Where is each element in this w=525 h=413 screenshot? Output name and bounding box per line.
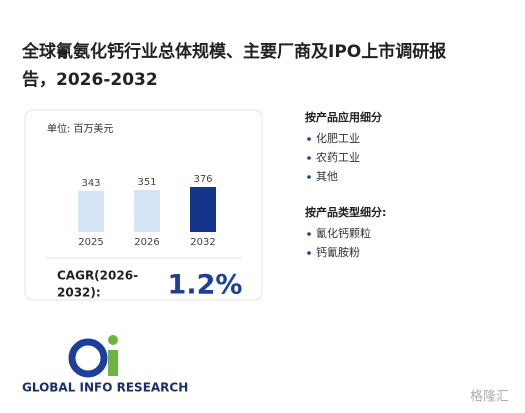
logo-text: GLOBAL INFO RESEARCH <box>22 381 188 395</box>
logo-mark <box>68 338 108 378</box>
cagr-label: 2032): <box>57 286 101 300</box>
logo-mark <box>108 350 118 376</box>
unit: 单位: 百万美元 <box>47 122 114 135</box>
watermark: 格隆汇 <box>470 389 509 405</box>
segment-item: 钙氰胺粉 <box>316 245 360 259</box>
segment-title: 按产品应用细分 <box>305 110 382 124</box>
x-tick-label: 2026 <box>134 237 159 248</box>
bar <box>134 189 160 232</box>
cagr-value: 1.2% <box>168 270 243 301</box>
bullet <box>307 232 311 236</box>
segment-item: 氰化钙颗粒 <box>316 226 371 240</box>
bullet <box>307 175 311 179</box>
bullet <box>307 251 311 255</box>
segment-item: 其他 <box>316 170 338 183</box>
x-tick-label: 2032 <box>190 237 215 248</box>
value-label: 351 <box>137 177 156 188</box>
logo <box>68 335 118 378</box>
title: 告，2026-2032 <box>22 69 158 90</box>
title: 全球氰氨化钙行业总体规模、主要厂商及IPO上市调研报 <box>21 41 446 62</box>
bullet <box>307 156 311 160</box>
bar <box>78 190 104 232</box>
bar <box>190 187 216 232</box>
value-label: 343 <box>81 178 100 189</box>
segment-item: 化肥工业 <box>316 131 360 145</box>
x-tick-label: 2025 <box>78 237 103 248</box>
segment-item: 农药工业 <box>316 150 360 164</box>
bullet <box>307 137 311 141</box>
segment-title: 按产品类型细分: <box>305 205 386 219</box>
value-label: 376 <box>193 174 212 185</box>
cagr-label: CAGR(2026- <box>57 269 138 283</box>
logo-mark <box>108 335 118 345</box>
